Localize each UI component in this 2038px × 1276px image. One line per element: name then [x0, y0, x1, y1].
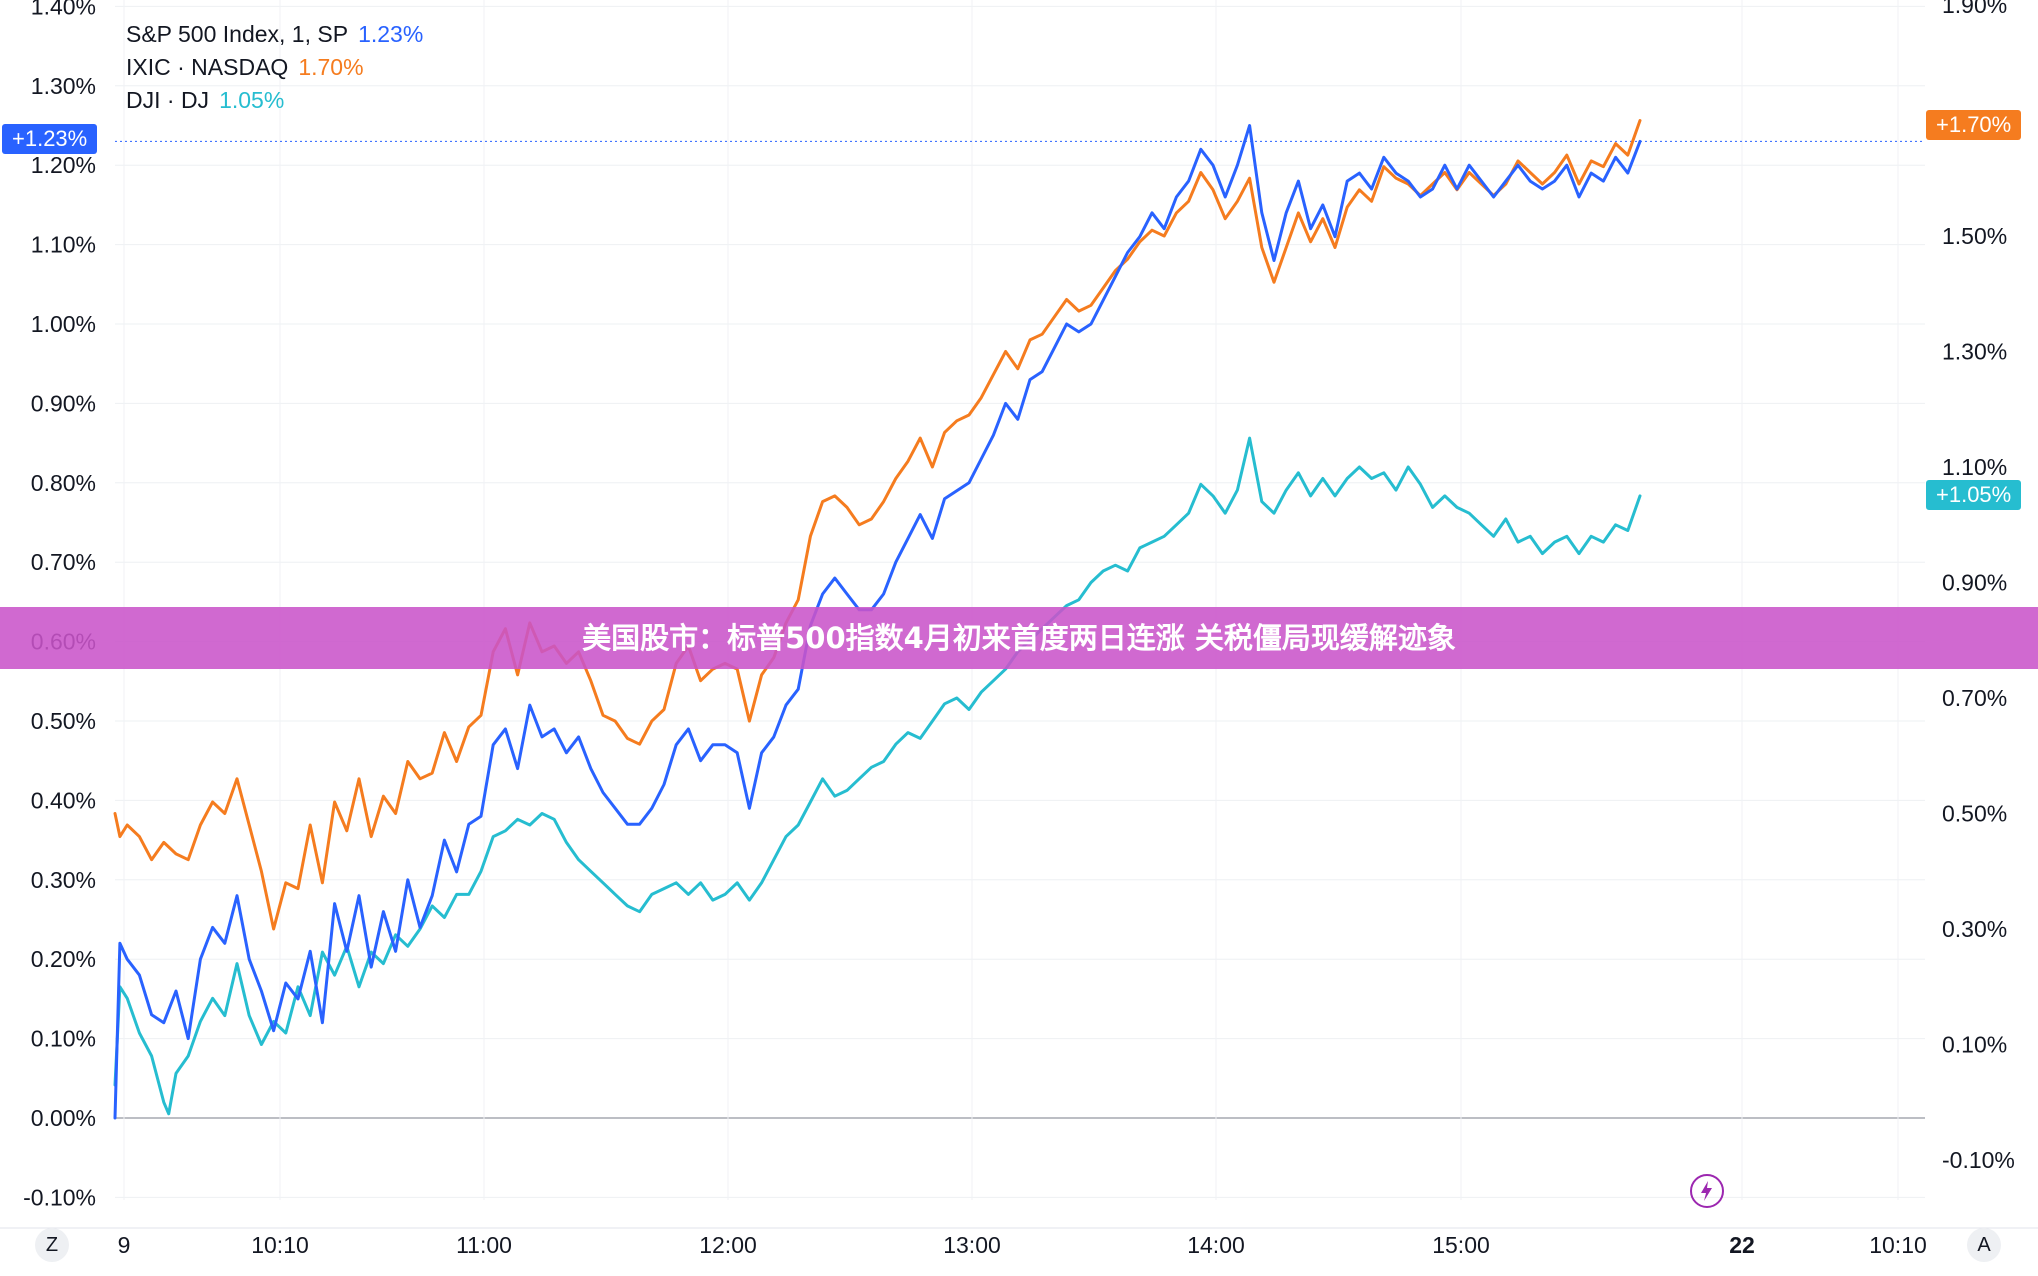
left-tick-label: 0.20%	[31, 946, 96, 972]
x-tick-label: 12:00	[699, 1232, 757, 1258]
right-price-badge-nasdaq: +1.70%	[1926, 110, 2022, 140]
left-tick-label: 0.10%	[31, 1026, 96, 1052]
right-tick-label: 0.70%	[1942, 685, 2007, 711]
legend-label-sp500: S&P 500 Index, 1, SP	[126, 21, 349, 47]
right-tick-label: 1.90%	[1942, 0, 2007, 18]
legend-value-sp500: 1.23%	[358, 21, 424, 47]
left-tick-label: -0.10%	[23, 1184, 96, 1210]
left-price-badge: +1.23%	[2, 124, 98, 154]
x-tick-label: 22	[1729, 1232, 1755, 1258]
lightning-bolt-icon[interactable]	[1690, 1174, 1724, 1208]
right-tick-label: 1.10%	[1942, 454, 2007, 480]
left-tick-label: 1.20%	[31, 152, 96, 178]
left-tick-label: 0.80%	[31, 470, 96, 496]
x-tick-label: 11:00	[456, 1232, 512, 1258]
right-axis: -0.10% 0.10% 0.30% 0.50% 0.70% 0.90% 1.10% 1.30…	[1942, 0, 2015, 1173]
left-axis: -0.10%0.00%0.10%0.20%0.30%0.40%0.50%0.60…	[23, 0, 96, 1210]
legend-row-nasdaq[interactable]: IXIC · NASDAQ 1.70%	[126, 51, 423, 84]
headline-banner: 美国股市：标普500指数4月初来首度两日连涨 关税僵局现缓解迹象	[0, 607, 2038, 669]
right-price-badge-dji: +1.05%	[1926, 480, 2022, 510]
left-tick-label: 0.30%	[31, 867, 96, 893]
legend-value-nasdaq: 1.70%	[298, 54, 364, 80]
right-tick-label: 0.50%	[1942, 801, 2007, 827]
x-tick-label: 10:10	[251, 1232, 309, 1258]
x-tick-label: 15:00	[1432, 1232, 1490, 1258]
left-tick-label: 1.40%	[31, 0, 96, 19]
x-tick-label: 9	[118, 1232, 131, 1258]
right-tick-label: 1.50%	[1942, 223, 2007, 249]
left-tick-label: 0.40%	[31, 787, 96, 813]
zoom-button[interactable]: Z	[35, 1228, 69, 1262]
left-tick-label: 0.70%	[31, 549, 96, 575]
right-tick-label: -0.10%	[1942, 1147, 2015, 1173]
right-tick-label: 0.90%	[1942, 570, 2007, 596]
auto-scale-button[interactable]: A	[1967, 1228, 2001, 1262]
x-axis: 9 10:10 11:00 12:00 13:00 14:00 15:00 22 10:10	[118, 1232, 1927, 1258]
left-tick-label: 1.30%	[31, 73, 96, 99]
series-line-nasdaq	[113, 119, 1642, 931]
right-tick-label: 0.30%	[1942, 916, 2007, 942]
right-tick-label: 1.30%	[1942, 339, 2007, 365]
left-tick-label: 1.00%	[31, 311, 96, 337]
x-tick-label: 10:10	[1869, 1232, 1927, 1258]
legend-label-nasdaq: IXIC · NASDAQ	[126, 54, 289, 80]
left-tick-label: 0.90%	[31, 390, 96, 416]
legend: S&P 500 Index, 1, SP 1.23% IXIC · NASDAQ 1…	[126, 18, 423, 117]
legend-row-dji[interactable]: DJI · DJ 1.05%	[126, 84, 423, 117]
left-tick-label: 1.10%	[31, 232, 96, 258]
x-tick-label: 13:00	[943, 1232, 1001, 1258]
right-tick-label: 0.10%	[1942, 1032, 2007, 1058]
left-tick-label: 0.00%	[31, 1105, 96, 1131]
x-tick-label: 14:00	[1187, 1232, 1245, 1258]
series-line-dji	[113, 436, 1642, 1116]
legend-row-sp500[interactable]: S&P 500 Index, 1, SP 1.23%	[126, 18, 423, 51]
lightning-bolt-glyph	[1701, 1181, 1712, 1201]
left-tick-label: 0.50%	[31, 708, 96, 734]
legend-value-dji: 1.05%	[219, 87, 285, 113]
legend-label-dji: DJI · DJ	[126, 87, 210, 113]
